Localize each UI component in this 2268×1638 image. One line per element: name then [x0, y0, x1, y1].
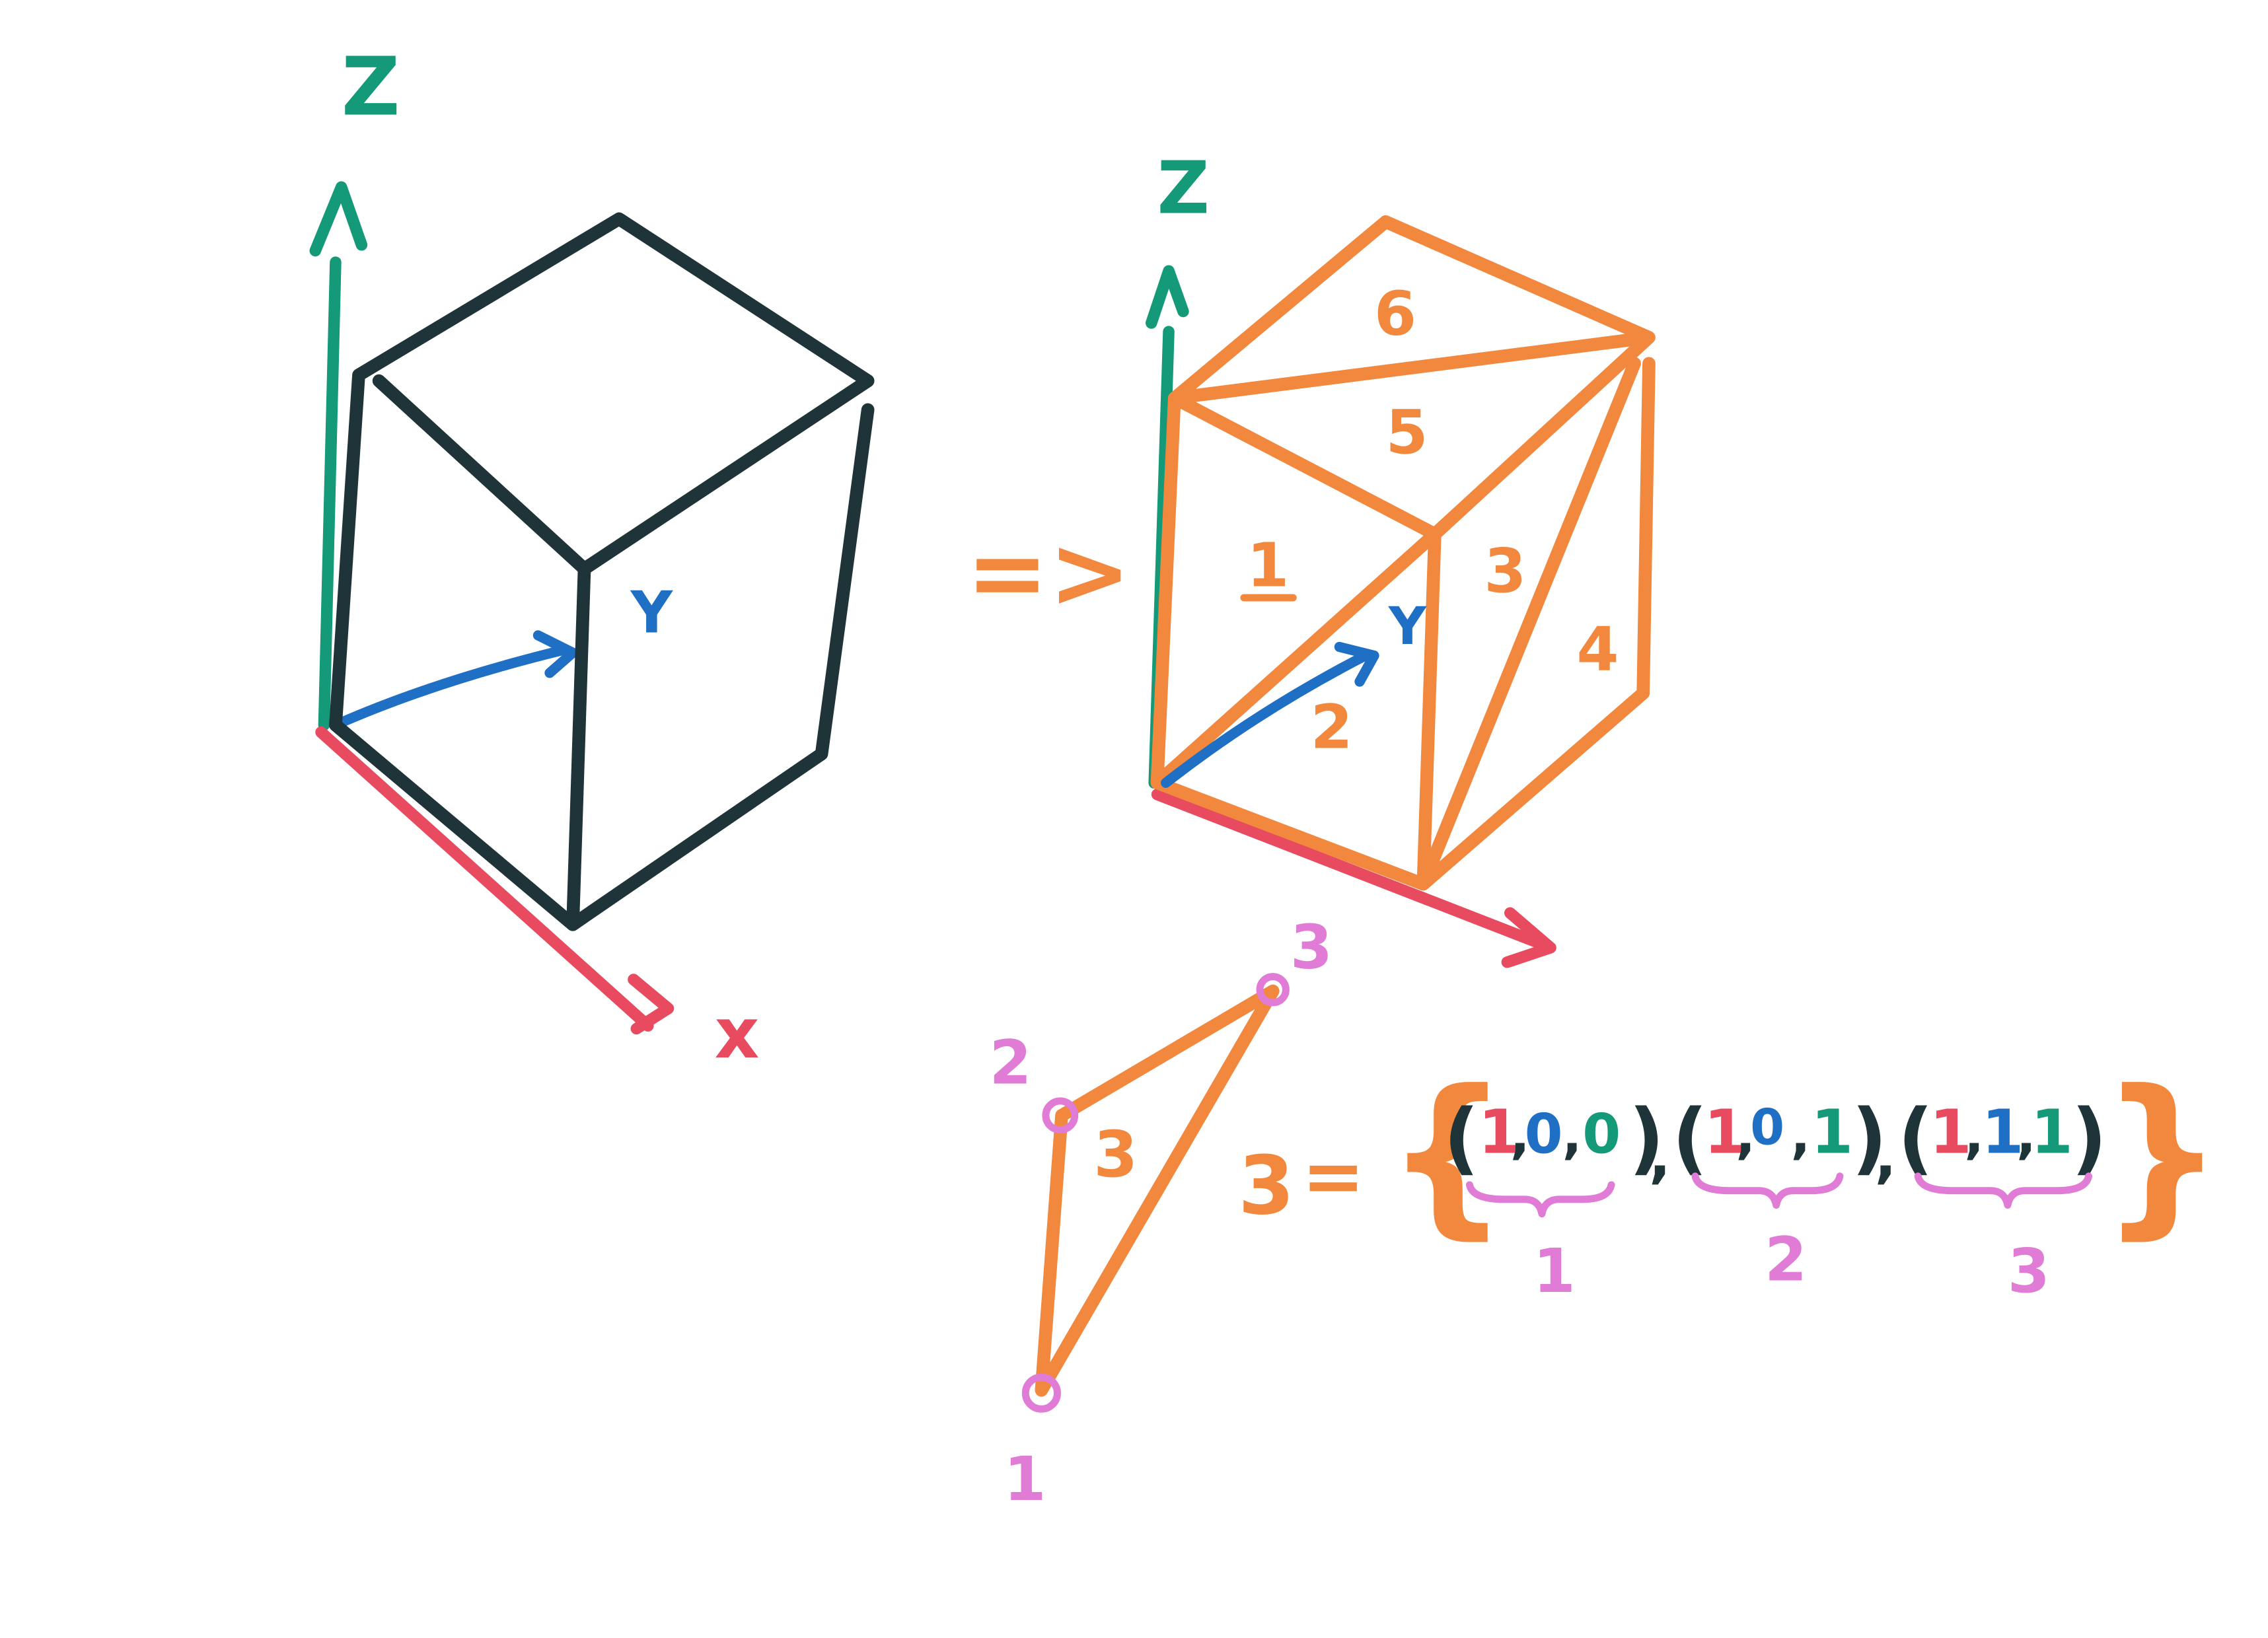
vertex-marker-3-circle-icon — [1256, 973, 1290, 1007]
tuple-1-index: 1 — [1533, 1236, 1576, 1306]
right-y-label: Y — [1388, 596, 1427, 657]
tuple-3-open-paren: ( — [1898, 1092, 1934, 1183]
open-curly-brace-icon: { — [1385, 1053, 1509, 1255]
face-label-4: 4 — [1576, 614, 1619, 684]
implies-arrow-icon: => — [967, 516, 1131, 630]
tuple-2-sep-2: , — [1790, 1105, 1810, 1166]
tuple-separator-2: , — [1874, 1123, 1896, 1190]
triangle-vertex-label-2: 2 — [990, 1028, 1032, 1098]
triangle-outline — [1035, 984, 1280, 1397]
tuple-2-x: 1 — [1704, 1097, 1746, 1168]
tuple-2-y: 0 — [1750, 1099, 1784, 1157]
left-z-arrowhead-icon — [309, 181, 368, 257]
left-y-label: Y — [630, 579, 674, 647]
tuple-1-open-paren: ( — [1444, 1092, 1479, 1183]
right-y-arrowhead-icon — [1334, 641, 1379, 687]
equation-lhs: 3 — [1238, 1139, 1294, 1233]
right-z-arrowhead-icon — [1146, 265, 1189, 329]
right-cube-diagram: Z Y 1 2 3 4 5 6 — [1146, 146, 1656, 968]
vertex-marker-2-circle-icon — [1042, 1097, 1079, 1134]
face-label-3: 3 — [1484, 536, 1526, 606]
tuple-2-underbrace-icon — [1691, 1172, 1844, 1209]
tuple-1-close-paren: ) — [1628, 1092, 1664, 1183]
tuple-1-underbrace-icon — [1465, 1181, 1615, 1218]
tuple-3-sep-1: , — [1964, 1105, 1984, 1166]
vertex-tuple-1: ( 1 , 0 , 0 ) 1 — [1444, 1092, 1664, 1306]
right-y-axis — [1161, 650, 1371, 788]
tuple-1-x: 1 — [1479, 1097, 1521, 1168]
vertex-tuple-2: ( 1 , 0 , 1 ) 2 — [1672, 1092, 1887, 1295]
left-x-axis — [315, 726, 654, 1032]
face-label-1: 1 — [1247, 530, 1289, 601]
tuple-2-index: 2 — [1765, 1224, 1807, 1295]
equation-equals: = — [1301, 1132, 1364, 1220]
tuple-separator-1: , — [1649, 1123, 1671, 1190]
left-y-axis — [330, 645, 569, 730]
right-x-arrowhead-icon — [1501, 907, 1556, 968]
left-cube-diagram: Z Y x — [309, 40, 875, 1074]
tuple-3-close-paren: ) — [2071, 1092, 2107, 1183]
face-label-6: 6 — [1374, 279, 1416, 349]
left-z-axis — [318, 256, 342, 731]
face-label-5: 5 — [1385, 397, 1428, 468]
tuple-1-z: 0 — [1582, 1102, 1621, 1166]
tuple-2-z: 1 — [1811, 1097, 1853, 1168]
tuple-1-sep-2: , — [1562, 1105, 1582, 1166]
vertex-marker-1-circle-icon — [1021, 1373, 1061, 1413]
vertex-equation: 3 = { } ( 1 , 0 , 0 ) 1 , ( 1 , 0 , 1 ) … — [1238, 1053, 2224, 1306]
tuple-2-open-paren: ( — [1672, 1092, 1708, 1183]
triangle-vertex-label-3: 3 — [1290, 912, 1333, 983]
tuple-1-sep-1: , — [1510, 1105, 1530, 1166]
triangle-detail: 1 2 3 3 — [990, 912, 1333, 1515]
right-cube-edges — [1150, 215, 1656, 891]
tuple-3-y: 1 — [1981, 1097, 2024, 1168]
left-x-label: x — [715, 993, 760, 1074]
left-z-label: Z — [342, 40, 400, 134]
left-cube-outline — [329, 212, 875, 931]
tuple-3-x: 1 — [1930, 1097, 1972, 1168]
tuple-2-close-paren: ) — [1851, 1092, 1887, 1183]
tuple-1-y: 0 — [1525, 1102, 1563, 1166]
triangle-face-label: 3 — [1093, 1118, 1138, 1192]
tuple-2-sep-1: , — [1736, 1105, 1755, 1166]
right-z-label: Z — [1157, 146, 1210, 231]
tuple-3-z: 1 — [2031, 1097, 2073, 1168]
tuple-3-underbrace-icon — [1914, 1172, 2092, 1209]
close-curly-brace-icon: } — [2100, 1053, 2224, 1255]
left-y-arrowhead-icon — [532, 630, 578, 678]
vertex-tuple-3: ( 1 , 1 , 1 ) 3 — [1898, 1092, 2107, 1306]
tuple-3-index: 3 — [2008, 1236, 2050, 1306]
face-label-2: 2 — [1311, 692, 1353, 763]
tuple-3-sep-2: , — [2016, 1105, 2036, 1166]
triangle-vertex-label-1: 1 — [1004, 1444, 1046, 1514]
left-x-arrowhead-icon — [628, 974, 675, 1035]
right-x-axis — [1151, 789, 1542, 948]
